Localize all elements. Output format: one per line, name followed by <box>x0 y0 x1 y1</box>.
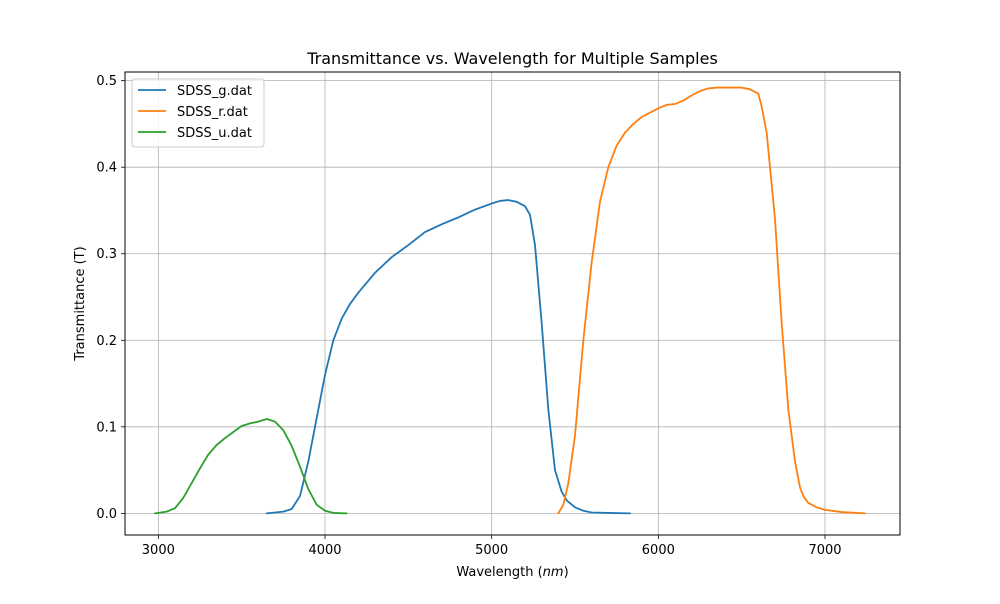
plot-area-background <box>125 72 900 535</box>
y-tick-label: 0.5 <box>96 74 117 89</box>
x-tick-label: 3000 <box>142 543 175 558</box>
series-line-sdss-u-dat <box>154 418 348 515</box>
y-tick-label: 0.4 <box>96 161 117 176</box>
legend-frame <box>131 78 265 148</box>
ticks-layer: 3000 4000 5000 6000 7000 0.0 0.1 0.2 0.3 0.4 0.5 <box>96 74 841 558</box>
legend-label: SDSS_g.dat <box>177 84 252 99</box>
legend-entries: SDSS_g.dat SDSS_r.dat SDSS_u.dat <box>138 84 252 141</box>
x-tick-label: 5000 <box>475 543 508 558</box>
grid-layer <box>125 72 900 535</box>
x-tick-label: 6000 <box>642 543 675 558</box>
y-tick-label: 0.3 <box>96 247 117 262</box>
legend: SDSS_g.dat SDSS_r.dat SDSS_u.dat <box>131 78 265 148</box>
legend-label: SDSS_r.dat <box>177 105 248 120</box>
x-tick-label: 4000 <box>308 543 341 558</box>
y-axis-label: Transmittance (T) <box>73 246 88 361</box>
y-tick-label: 0.1 <box>96 420 117 435</box>
legend-label: SDSS_u.dat <box>177 126 252 141</box>
plot-area-frame <box>124 71 901 536</box>
x-axis-label-unit: nm <box>543 565 564 580</box>
x-axis-label-end: ) <box>564 565 569 580</box>
x-tick-label: 7000 <box>808 543 841 558</box>
series-line-sdss-g-dat <box>265 199 631 515</box>
x-axis-label-main: Wavelength ( <box>456 565 542 580</box>
chart-title: Transmittance vs. Wavelength for Multipl… <box>306 49 718 68</box>
y-tick-label: 0.0 <box>96 507 117 522</box>
series-layer <box>154 86 866 515</box>
series-line-sdss-r-dat <box>557 86 866 515</box>
y-tick-label: 0.2 <box>96 334 117 349</box>
x-axis-label: Wavelength (nm) <box>456 565 568 580</box>
